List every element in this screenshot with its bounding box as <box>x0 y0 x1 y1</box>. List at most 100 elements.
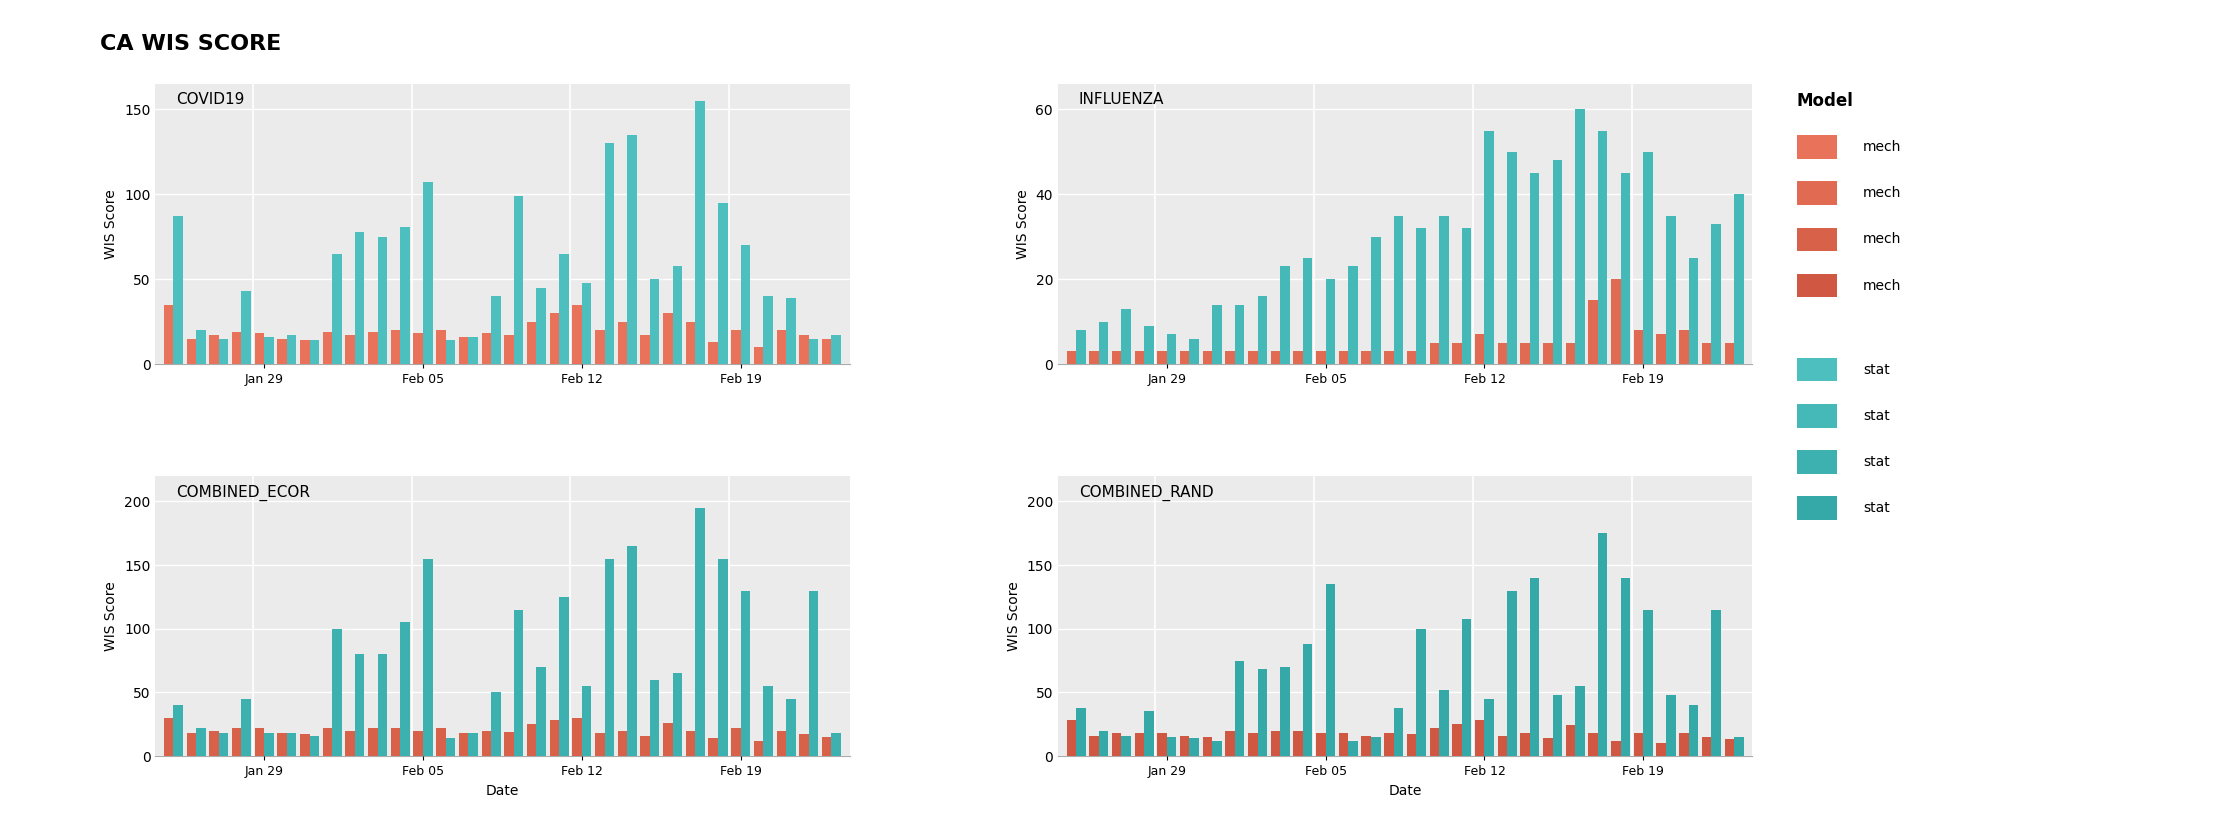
Text: CA WIS SCORE: CA WIS SCORE <box>100 34 282 54</box>
Bar <box>437 330 446 364</box>
Bar <box>1136 733 1144 756</box>
Bar <box>515 610 523 756</box>
Bar <box>277 733 286 756</box>
Bar <box>1484 699 1495 756</box>
Bar <box>572 718 581 756</box>
Bar <box>490 692 501 756</box>
Bar <box>1726 739 1734 756</box>
Bar <box>1189 738 1200 756</box>
Bar <box>459 337 468 364</box>
Bar <box>754 347 763 364</box>
Bar <box>594 733 606 756</box>
Bar <box>399 227 410 364</box>
Bar <box>581 282 592 364</box>
Bar <box>481 731 490 756</box>
Bar <box>1067 721 1076 756</box>
Bar <box>1384 351 1393 364</box>
Bar <box>776 330 785 364</box>
Bar <box>413 731 424 756</box>
Text: COMBINED_RAND: COMBINED_RAND <box>1078 485 1213 501</box>
Bar <box>672 265 683 364</box>
Text: stat: stat <box>1863 455 1890 469</box>
Bar <box>1224 731 1235 756</box>
Bar <box>1484 131 1495 364</box>
Bar <box>606 559 614 756</box>
Y-axis label: WIS Score: WIS Score <box>1007 581 1020 651</box>
Bar <box>528 724 537 756</box>
Bar <box>1588 733 1597 756</box>
Bar <box>368 728 377 756</box>
Bar <box>1349 266 1357 364</box>
Bar <box>559 254 568 364</box>
Bar <box>1439 690 1448 756</box>
Bar <box>1644 152 1652 364</box>
Bar <box>1144 711 1153 756</box>
Bar <box>1575 686 1586 756</box>
Bar <box>1701 737 1712 756</box>
Bar <box>1180 736 1189 756</box>
Bar <box>694 101 705 364</box>
Bar <box>1122 736 1131 756</box>
Bar <box>299 340 311 364</box>
Bar <box>413 333 424 364</box>
Bar <box>719 559 728 756</box>
Bar <box>242 699 251 756</box>
Text: mech: mech <box>1863 279 1901 292</box>
Bar <box>1349 741 1357 756</box>
Bar <box>233 728 242 756</box>
Bar <box>1280 266 1291 364</box>
Bar <box>503 335 515 364</box>
Bar <box>355 654 364 756</box>
Bar <box>1293 351 1302 364</box>
Bar <box>1588 301 1597 364</box>
Bar <box>186 339 195 364</box>
Bar <box>1508 591 1517 756</box>
Bar <box>481 333 490 364</box>
Bar <box>1249 733 1258 756</box>
Bar <box>233 332 242 364</box>
Text: stat: stat <box>1863 363 1890 376</box>
Bar <box>1213 741 1222 756</box>
Bar <box>1462 228 1471 364</box>
Bar <box>1621 578 1630 756</box>
Bar <box>1067 351 1076 364</box>
Bar <box>220 339 228 364</box>
Bar <box>741 591 750 756</box>
Bar <box>1453 724 1462 756</box>
Bar <box>1406 351 1417 364</box>
Bar <box>1098 731 1109 756</box>
Bar <box>628 546 637 756</box>
Bar <box>1508 152 1517 364</box>
Bar <box>1657 334 1666 364</box>
Bar <box>741 245 750 364</box>
Bar <box>798 734 810 756</box>
Bar <box>242 291 251 364</box>
Bar <box>1189 339 1200 364</box>
Bar <box>650 279 659 364</box>
Bar <box>1734 737 1743 756</box>
Bar <box>1688 258 1699 364</box>
Bar <box>1519 343 1530 364</box>
Bar <box>708 738 719 756</box>
Bar <box>1597 131 1608 364</box>
Bar <box>754 741 763 756</box>
Text: INFLUENZA: INFLUENZA <box>1078 92 1164 108</box>
Bar <box>732 330 741 364</box>
Bar <box>832 733 841 756</box>
Bar <box>1167 334 1176 364</box>
Bar <box>333 254 342 364</box>
Bar <box>311 736 319 756</box>
Bar <box>1417 228 1426 364</box>
Bar <box>628 135 637 364</box>
Bar <box>606 144 614 364</box>
Bar <box>763 297 772 364</box>
Bar <box>1302 644 1313 756</box>
Bar <box>810 339 818 364</box>
Bar <box>594 330 606 364</box>
Bar <box>1122 309 1131 364</box>
Bar <box>1167 737 1176 756</box>
Bar <box>255 728 264 756</box>
Text: mech: mech <box>1863 186 1901 200</box>
Bar <box>1666 216 1675 364</box>
Bar <box>832 335 841 364</box>
